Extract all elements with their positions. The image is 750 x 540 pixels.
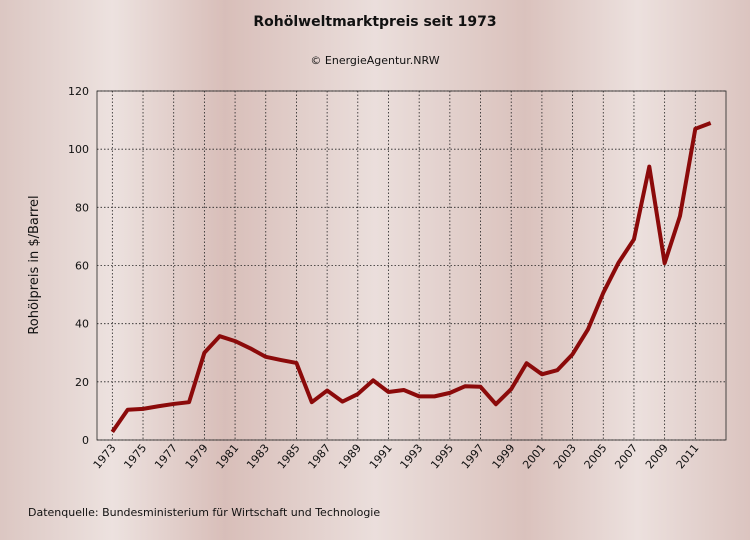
y-tick-label: 60: [75, 260, 89, 273]
y-axis-label: Rohölpreis in $/Barrel: [27, 195, 42, 334]
y-tick-label: 100: [68, 143, 89, 156]
y-tick-label: 80: [75, 201, 89, 214]
data-line: [110, 121, 712, 433]
chart-subtitle: © EnergieAgentur.NRW: [310, 54, 439, 67]
y-tick-label: 120: [68, 85, 89, 98]
chart-title: Rohölweltmarktpreis seit 1973: [253, 14, 496, 30]
y-tick-label: 40: [75, 318, 89, 331]
source-note: Datenquelle: Bundesministerium für Wirts…: [28, 506, 380, 519]
y-tick-label: 20: [75, 376, 89, 389]
y-tick-label: 0: [82, 434, 89, 447]
